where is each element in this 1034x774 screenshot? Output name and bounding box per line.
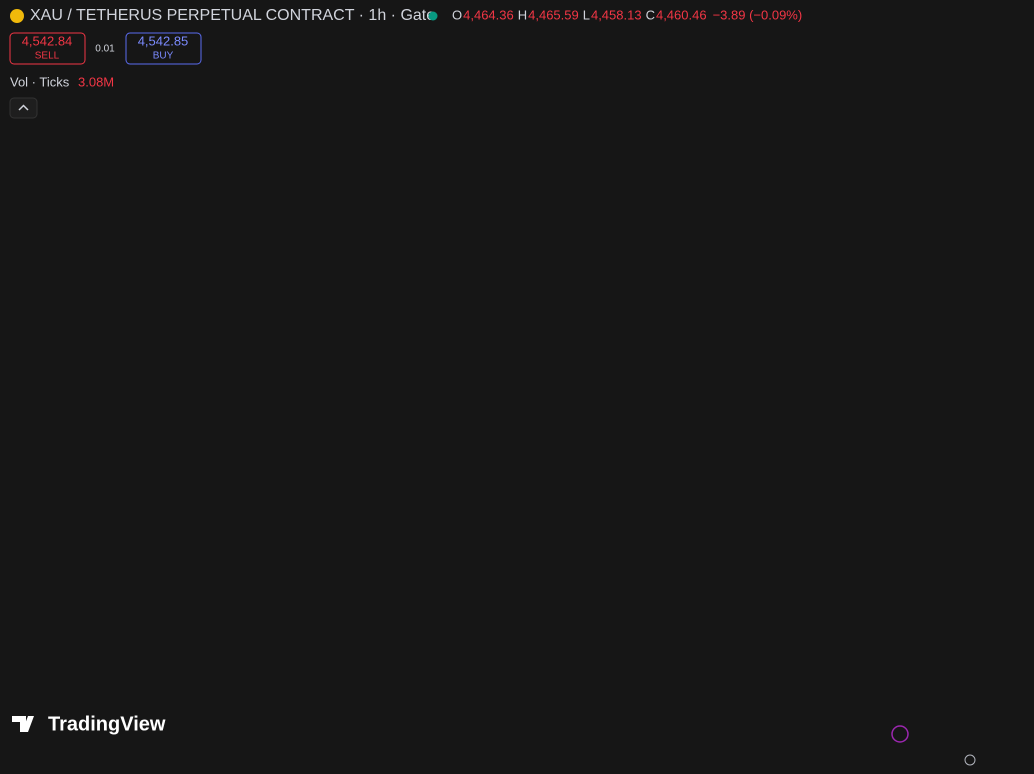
legend-value: 4,460.46: [656, 7, 707, 22]
legend-value: 4,458.13: [591, 7, 642, 22]
collapse-button[interactable]: [9, 97, 38, 119]
sell-price: 4,542.84: [22, 33, 73, 48]
spread: 0.01: [95, 44, 115, 55]
legend-value: 4,465.59: [528, 7, 579, 22]
legend-key: C: [646, 7, 655, 22]
buy-label: BUY: [153, 51, 174, 62]
legend-value: 4,464.36: [463, 7, 514, 22]
alert-icon[interactable]: [891, 725, 909, 743]
collapse-icon: [18, 104, 29, 111]
volume-indicator-name: Vol · Ticks: [10, 74, 70, 89]
buy-price: 4,542.85: [138, 33, 189, 48]
legend-change: −3.89 (−0.09%): [713, 7, 803, 22]
brand-name: TradingView: [48, 713, 166, 735]
volume-indicator-value: 3.08M: [78, 74, 114, 89]
symbol-icon: [10, 9, 24, 23]
legend-key: O: [452, 7, 462, 22]
sell-label: SELL: [35, 51, 60, 62]
sell-button[interactable]: [9, 32, 86, 65]
settings-icon[interactable]: [964, 754, 976, 766]
legend-key: H: [518, 7, 527, 22]
market-status: [428, 11, 438, 21]
legend-key: L: [583, 7, 590, 22]
symbol-title[interactable]: XAU / TETHERUS PERPETUAL CONTRACT · 1h ·…: [30, 7, 435, 24]
brand-logo: [12, 716, 34, 732]
buy-button[interactable]: [125, 32, 202, 65]
